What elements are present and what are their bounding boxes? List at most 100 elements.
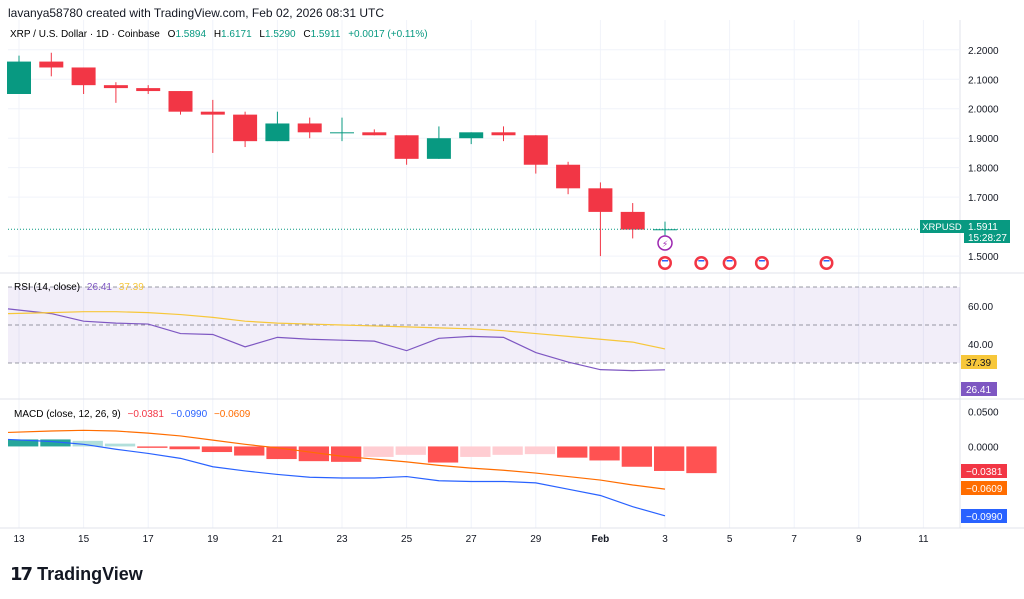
x-axis: 13 15 17 19 21 23 25 27 29 Feb 3 5 7 9 11 <box>13 534 929 545</box>
x-tick-label: 17 <box>143 534 155 545</box>
x-tick-label: 9 <box>856 534 862 545</box>
x-tick-label: 15 <box>78 534 90 545</box>
macd-legend: MACD (close, 12, 26, 9) −0.0381 −0.0990 … <box>14 409 251 420</box>
candle-body <box>620 211 645 230</box>
price-tick-label: 1.7000 <box>968 193 999 204</box>
candle-body <box>330 132 354 134</box>
us-flag-inner <box>725 258 735 268</box>
x-tick-label: 13 <box>13 534 25 545</box>
macd-panel <box>7 429 717 517</box>
price-tick-label: 2.0000 <box>968 105 999 116</box>
macd-histogram-bar <box>201 446 233 453</box>
grid-lines <box>0 20 1024 529</box>
candle-body <box>103 85 128 89</box>
price-legend: XRP / U.S. Dollar · 1D · Coinbase O1.589… <box>10 29 428 40</box>
signal-line <box>7 429 666 490</box>
price-tick-label: 1.5000 <box>968 252 999 263</box>
x-tick-label: 23 <box>336 534 348 545</box>
macd-line-tag: −0.0990 <box>966 512 1003 523</box>
symbol-tag: XRPUSD <box>922 222 962 233</box>
candle-countdown: 15:28:27 <box>968 233 1007 244</box>
candle-body <box>71 67 96 86</box>
tradingview-mark-icon: 17 <box>10 564 33 585</box>
rsi-ma-line <box>7 311 666 350</box>
us-flag-stripe <box>726 260 733 262</box>
x-tick-label: 5 <box>727 534 733 545</box>
macd-histogram-bar <box>331 446 362 462</box>
macd-histogram-bar <box>169 446 200 450</box>
candle-body <box>491 132 516 136</box>
x-tick-label: 3 <box>662 534 668 545</box>
macd-histogram-bar <box>234 446 265 456</box>
candle-body <box>39 61 64 68</box>
x-tick-label: Feb <box>592 534 610 545</box>
macd-histogram-bar <box>72 440 103 447</box>
candle-body <box>426 138 451 159</box>
macd-histogram-bar <box>298 446 329 462</box>
macd-histogram-bar <box>589 446 620 461</box>
candle-body <box>136 88 161 92</box>
macd-histogram-bar <box>427 446 459 463</box>
macd-histogram-bar <box>654 446 685 471</box>
rsi-tags: 37.39 26.41 <box>961 355 997 396</box>
candle-body <box>459 132 484 139</box>
macd-line <box>7 438 666 517</box>
macd-histogram-bar <box>460 446 491 457</box>
price-tick-label: 2.2000 <box>968 46 999 57</box>
price-axes: 2.2000 2.1000 2.0000 1.9000 1.8000 1.7000 1.50… <box>968 46 999 454</box>
candle-body <box>523 135 548 165</box>
macd-tick-label: 0.0500 <box>968 407 999 418</box>
candle-body <box>200 111 225 115</box>
macd-histogram-bar <box>40 439 71 447</box>
us-flag-stripe <box>662 260 668 262</box>
macd-histogram-bar <box>363 446 394 457</box>
flash-glyph: ⚡ <box>662 239 668 249</box>
macd-histogram-bar <box>137 446 168 448</box>
macd-tags: −0.0381 −0.0609 −0.0990 <box>961 464 1007 523</box>
us-flag-inner <box>822 258 831 268</box>
x-tick-label: 29 <box>530 534 542 545</box>
tradingview-logo[interactable]: 17 TradingView <box>10 564 143 585</box>
tradingview-wordmark: TradingView <box>37 564 143 584</box>
macd-histogram-bar <box>621 446 652 467</box>
rsi-lines <box>7 308 666 372</box>
flash-event-icon <box>657 235 673 251</box>
x-tick-label: 19 <box>207 534 219 545</box>
chart-created-by-line: lavanya58780 created with TradingView.co… <box>8 6 385 20</box>
candle-body <box>168 91 193 112</box>
rsi-tick-label: 60.00 <box>968 302 993 313</box>
event-markers: ⚡ <box>657 235 834 270</box>
us-flag-stripe <box>823 260 830 262</box>
us-flag-stripe <box>698 260 705 262</box>
candle-body <box>362 132 387 136</box>
rsi-legend: RSI (14, close) 26.41 37.39 <box>14 282 144 293</box>
macd-histogram-bar <box>8 439 39 447</box>
macd-histogram-bar <box>395 446 426 455</box>
macd-histogram-bar <box>104 443 136 447</box>
candle-body <box>297 123 322 133</box>
price-tick-label: 1.9000 <box>968 134 999 145</box>
macd-histogram-bar <box>686 446 717 474</box>
macd-histogram-bar <box>492 446 523 455</box>
x-tick-label: 11 <box>918 534 929 545</box>
candle-body <box>265 123 290 142</box>
rsi-value-tag: 26.41 <box>966 385 991 396</box>
price-tick-label: 2.1000 <box>968 75 999 86</box>
macd-histogram-bar <box>524 446 556 455</box>
x-tick-label: 7 <box>791 534 797 545</box>
us-flag-inner <box>660 258 670 268</box>
us-flag-inner <box>757 258 767 268</box>
price-candles <box>7 52 960 257</box>
x-tick-label: 25 <box>401 534 413 545</box>
macd-signal-tag: −0.0609 <box>966 484 1003 495</box>
x-tick-label: 21 <box>272 534 284 545</box>
candle-body <box>233 114 258 142</box>
candle-body <box>588 188 613 212</box>
macd-hist-tag: −0.0381 <box>966 467 1003 478</box>
macd-histogram-bar <box>557 446 588 458</box>
price-tick-label: 1.8000 <box>968 164 999 175</box>
rsi-line <box>7 308 666 372</box>
macd-tick-label: 0.0000 <box>968 442 999 453</box>
last-price-value: 1.5911 <box>968 222 998 233</box>
